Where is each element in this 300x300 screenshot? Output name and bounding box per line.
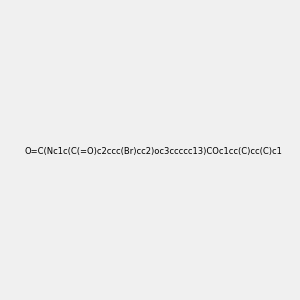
Text: O=C(Nc1c(C(=O)c2ccc(Br)cc2)oc3ccccc13)COc1cc(C)cc(C)c1: O=C(Nc1c(C(=O)c2ccc(Br)cc2)oc3ccccc13)CO…: [25, 147, 283, 156]
